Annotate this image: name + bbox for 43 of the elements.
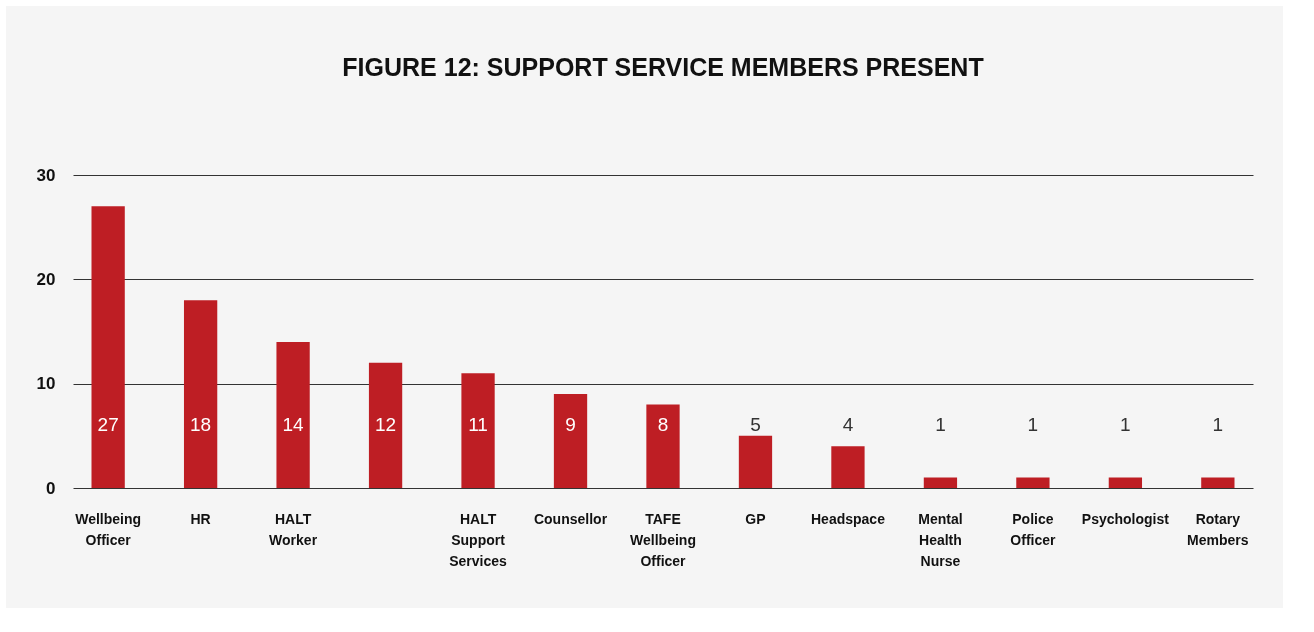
x-tick-label: Rotary Members <box>1187 510 1249 548</box>
bar <box>1201 477 1235 488</box>
bar <box>1108 477 1143 488</box>
x-tick-label: Psychologist <box>1081 510 1170 527</box>
x-tick-label: GP <box>745 510 766 527</box>
x-tick-label: Police Officer <box>1010 510 1057 548</box>
data-label: 4 <box>842 414 854 435</box>
data-label: 9 <box>565 414 576 435</box>
x-tick-label: HALT Support Services <box>449 510 508 569</box>
data-label: 8 <box>657 414 669 435</box>
x-tick-label: Headspace <box>810 510 886 527</box>
bar <box>738 435 773 488</box>
y-tick-label: 10 <box>36 374 56 394</box>
bar <box>183 300 218 488</box>
y-tick-label: 0 <box>46 478 56 498</box>
data-label: 1 <box>1027 414 1039 435</box>
bar <box>276 341 310 488</box>
bar <box>368 362 403 488</box>
data-label: 1 <box>1120 414 1131 435</box>
x-tick-label: HALT Worker <box>269 510 318 548</box>
bar <box>461 373 495 488</box>
x-tick-label: Mental Health Nurse <box>918 510 963 569</box>
data-label: 11 <box>468 414 488 435</box>
data-label: 1 <box>1212 414 1224 435</box>
bar <box>1016 477 1050 488</box>
x-tick-label: Wellbeing Officer <box>75 510 142 548</box>
data-label: 1 <box>935 414 946 435</box>
x-tick-label: TAFE Wellbeing Officer <box>630 510 696 569</box>
y-tick-label: 30 <box>36 165 56 185</box>
y-tick-label: 20 <box>36 269 56 289</box>
chart-title: FIGURE 12: SUPPORT SERVICE MEMBERS PRESENT <box>342 53 984 81</box>
data-label: 18 <box>190 414 212 435</box>
data-label: 5 <box>750 414 761 435</box>
bar <box>831 446 865 488</box>
x-tick-label: Counsellor <box>533 510 608 527</box>
data-label: 12 <box>375 414 397 435</box>
data-label: 14 <box>282 414 305 435</box>
x-tick-label: HR <box>190 510 211 527</box>
bar <box>923 477 958 488</box>
bar <box>553 394 588 488</box>
bar <box>91 206 125 488</box>
data-label: 27 <box>97 414 119 435</box>
bar <box>646 404 680 488</box>
